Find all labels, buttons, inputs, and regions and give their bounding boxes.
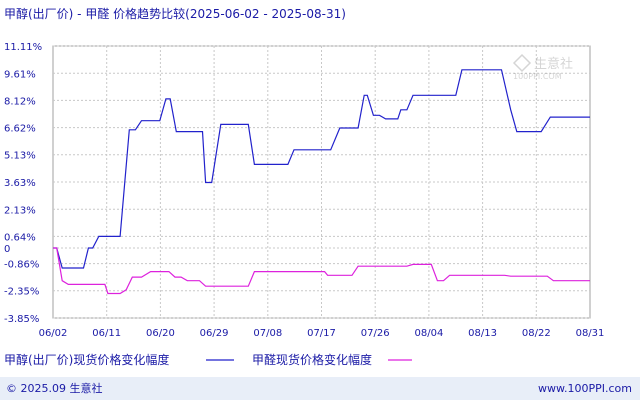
chart-title: 甲醇(出厂价) - 甲醛 价格趋势比较(2025-06-02 - 2025-08… [4, 6, 346, 21]
y-tick-label: 0.64% [4, 232, 36, 243]
legend-label-series-1: 甲醇(出厂价)现货价格变化幅度 [4, 352, 169, 367]
x-tick-label: 07/26 [361, 328, 390, 339]
legend: 甲醇(出厂价)现货价格变化幅度 甲醛现货价格变化幅度 [4, 352, 412, 367]
footer-copyright: © 2025.09 生意社 [6, 381, 102, 395]
x-tick-label: 08/13 [468, 328, 497, 339]
x-tick-label: 07/17 [307, 328, 336, 339]
footer-website: www.100PPI.com [538, 382, 632, 395]
footer-bar [0, 377, 640, 400]
series-layer [53, 69, 590, 295]
y-tick-label: 0 [4, 244, 10, 255]
y-tick-label: 3.63% [4, 178, 36, 189]
watermark-url: 100PPI.COM [513, 72, 562, 81]
y-tick-label: 11.11% [4, 42, 42, 53]
y-tick-label: 2.13% [4, 205, 36, 216]
x-tick-label: 08/04 [414, 328, 443, 339]
grid-lines [53, 45, 590, 319]
series-line-1 [53, 69, 590, 269]
x-axis-ticks: 06/02 06/11 06/20 06/29 07/08 07/17 07/26 08/04… [39, 328, 605, 339]
series-line-2 [53, 247, 590, 295]
y-tick-label: 8.12% [4, 96, 36, 107]
x-tick-label: 08/22 [522, 328, 551, 339]
x-tick-label: 06/02 [39, 328, 68, 339]
diamond-logo-icon [512, 53, 532, 73]
legend-label-series-2: 甲醛现货价格变化幅度 [252, 352, 372, 367]
watermark-logo: 生意社 100PPI.COM [512, 53, 573, 81]
y-tick-label: 6.62% [4, 124, 36, 135]
y-tick-label: 5.13% [4, 151, 36, 162]
x-tick-label: 07/08 [253, 328, 282, 339]
y-tick-label: -0.86% [4, 260, 39, 271]
watermark-brand: 生意社 [534, 56, 573, 72]
x-tick-label: 06/20 [146, 328, 175, 339]
x-tick-label: 06/11 [92, 328, 121, 339]
x-tick-label: 08/31 [576, 328, 605, 339]
y-tick-label: 9.61% [4, 69, 36, 80]
y-axis-ticks: 11.11% 9.61% 8.12% 6.62% 5.13% 3.63% 2.13% 0.64… [4, 42, 42, 325]
y-tick-label: -2.35% [4, 287, 39, 298]
y-tick-label: -3.85% [4, 314, 39, 325]
x-tick-label: 06/29 [200, 328, 229, 339]
